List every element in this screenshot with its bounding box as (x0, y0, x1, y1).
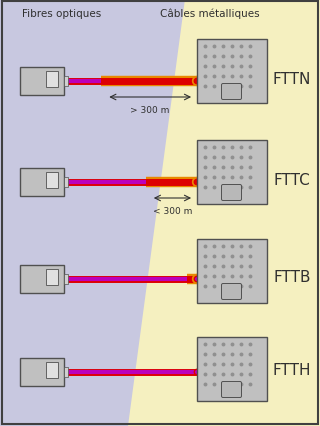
FancyBboxPatch shape (46, 269, 58, 285)
Polygon shape (0, 0, 185, 426)
FancyBboxPatch shape (46, 173, 58, 189)
FancyBboxPatch shape (64, 178, 68, 187)
FancyBboxPatch shape (221, 382, 242, 397)
FancyBboxPatch shape (197, 141, 267, 204)
FancyBboxPatch shape (20, 265, 64, 294)
FancyBboxPatch shape (64, 274, 68, 284)
Text: < 300 m: < 300 m (153, 207, 192, 216)
Text: Fibres optiques: Fibres optiques (22, 9, 102, 19)
FancyBboxPatch shape (197, 239, 267, 303)
FancyBboxPatch shape (64, 77, 68, 87)
FancyBboxPatch shape (20, 358, 64, 386)
FancyBboxPatch shape (20, 68, 64, 96)
FancyBboxPatch shape (46, 72, 58, 88)
Text: FTTC: FTTC (274, 173, 310, 188)
Text: FTTH: FTTH (273, 363, 311, 377)
FancyBboxPatch shape (20, 169, 64, 196)
FancyBboxPatch shape (221, 84, 242, 100)
FancyBboxPatch shape (197, 337, 267, 401)
FancyBboxPatch shape (197, 40, 267, 104)
Text: > 300 m: > 300 m (131, 106, 170, 115)
Text: FTTB: FTTB (273, 270, 311, 285)
Text: Câbles métalliques: Câbles métalliques (160, 9, 260, 19)
FancyBboxPatch shape (46, 362, 58, 378)
Text: FTTN: FTTN (273, 72, 311, 87)
FancyBboxPatch shape (221, 284, 242, 300)
FancyBboxPatch shape (221, 185, 242, 201)
FancyBboxPatch shape (64, 367, 68, 377)
